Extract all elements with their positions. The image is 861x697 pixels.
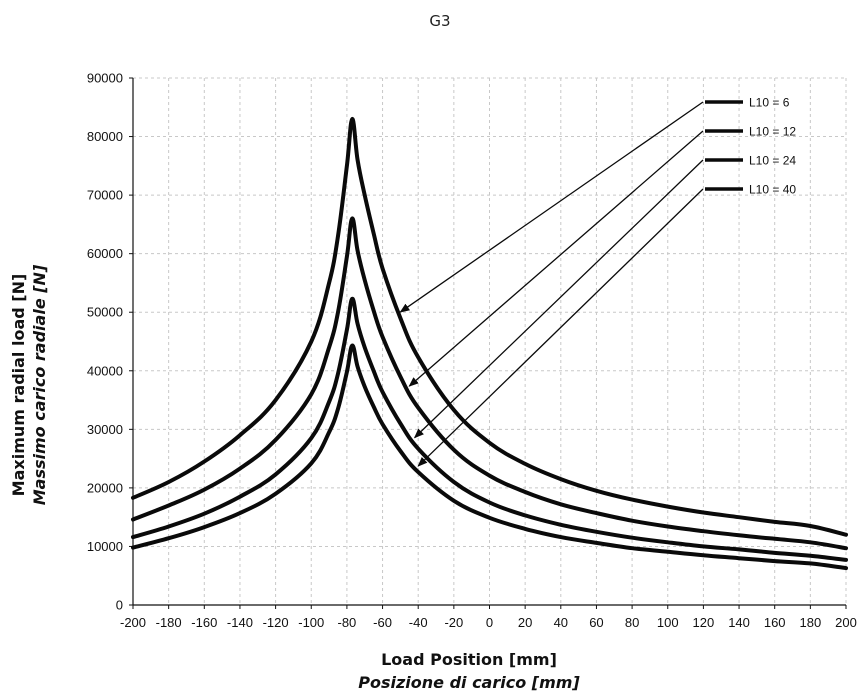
chart-title: G3 (429, 12, 450, 30)
legend: L10 = 6 L10 = 12 L10 = 24 L10 = 40 (399, 96, 796, 467)
y-tick-label: 30000 (87, 422, 123, 437)
x-tick-label: 40 (554, 615, 568, 630)
series-line-2 (131, 216, 848, 551)
x-tick-label: 180 (799, 615, 821, 630)
x-tick-label: -100 (298, 615, 324, 630)
legend-label: L10 = 40 (749, 183, 796, 197)
y-tick-label: 70000 (87, 188, 123, 203)
x-tick-label: -140 (227, 615, 253, 630)
legend-arrow (399, 101, 704, 313)
y-axis-label-italian: Massimo carico radiale [N] (30, 264, 49, 505)
grid (133, 77, 847, 605)
y-tick-label: 50000 (87, 305, 123, 320)
legend-arrow (417, 188, 704, 467)
y-tick-label: 10000 (87, 539, 123, 554)
y-tick-label: 90000 (87, 71, 123, 86)
legend-label: L10 = 12 (749, 125, 796, 139)
y-tick-label: 60000 (87, 246, 123, 261)
x-tick-label: 200 (835, 615, 857, 630)
series-line-3 (131, 296, 848, 562)
x-tick-label: 140 (728, 615, 750, 630)
x-tick-label: -20 (444, 615, 463, 630)
x-tick-labels: -200 -180 -160 -140 -120 -100 -80 -60 -40 -20 0 20 4… (120, 615, 857, 630)
axes (129, 77, 847, 609)
series-lines (131, 116, 848, 571)
x-tick-label: -200 (120, 615, 146, 630)
x-tick-label: -120 (263, 615, 289, 630)
legend-arrow (413, 159, 704, 439)
x-tick-label: 120 (693, 615, 715, 630)
y-tick-labels: 0 10000 20000 30000 40000 50000 60000 70000 8000… (87, 71, 123, 613)
x-tick-label: 160 (764, 615, 786, 630)
y-tick-label: 20000 (87, 480, 123, 495)
series-line-4 (131, 343, 848, 571)
legend-label: L10 = 6 (749, 96, 790, 110)
x-tick-label: -40 (409, 615, 428, 630)
legend-label: L10 = 24 (749, 154, 796, 168)
x-axis-label-italian: Posizione di carico [mm] (358, 673, 580, 692)
y-axis-label: Maximum radial load [N] (9, 274, 28, 497)
x-tick-label: -80 (338, 615, 357, 630)
x-tick-label: 60 (589, 615, 603, 630)
x-tick-label: 0 (486, 615, 493, 630)
y-tick-label: 0 (116, 598, 123, 613)
y-tick-label: 40000 (87, 363, 123, 378)
x-tick-label: 20 (518, 615, 532, 630)
x-axis-label: Load Position [mm] (381, 650, 557, 669)
x-tick-label: 80 (625, 615, 639, 630)
y-tick-label: 80000 (87, 129, 123, 144)
x-tick-label: -160 (191, 615, 217, 630)
x-tick-label: -60 (373, 615, 392, 630)
series-line-1 (131, 116, 848, 537)
x-tick-label: 100 (657, 615, 679, 630)
x-tick-label: -180 (156, 615, 182, 630)
legend-arrow (408, 130, 704, 387)
